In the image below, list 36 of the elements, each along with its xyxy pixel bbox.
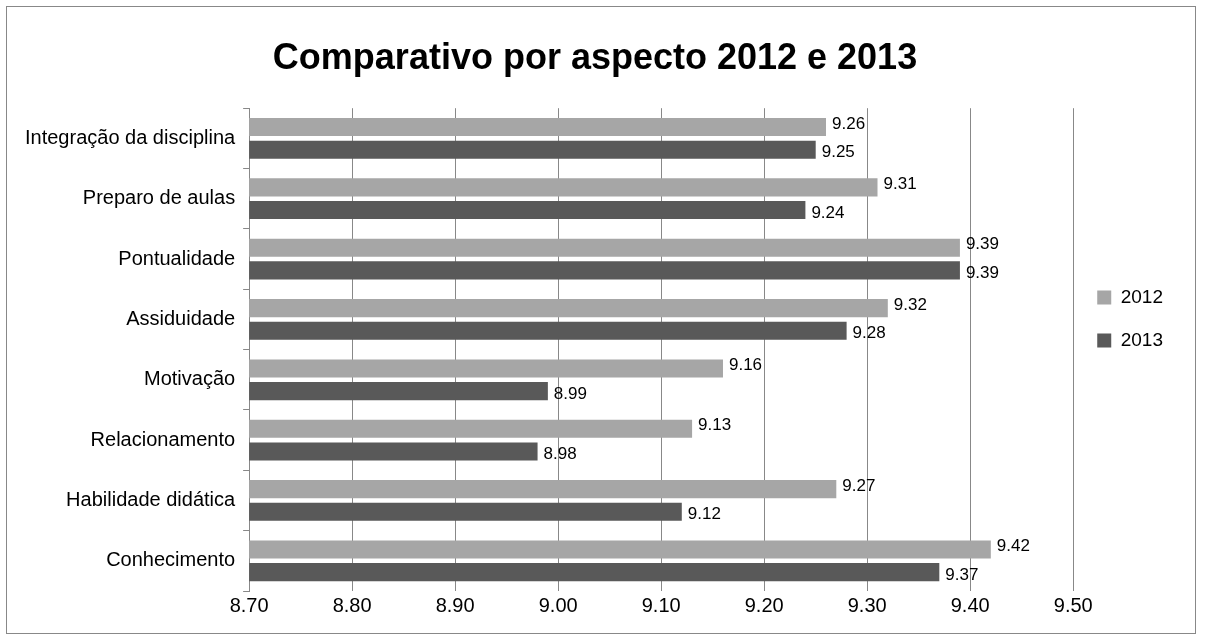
y-tick-label: Preparo de aulas <box>82 186 236 209</box>
data-label: 9.16 <box>728 355 763 375</box>
y-tick-label: Integração da disciplina <box>25 125 237 148</box>
y-tick-label: Pontualidade <box>118 246 236 269</box>
data-label: 9.31 <box>883 174 917 194</box>
x-tick-label: 9.50 <box>1053 593 1093 616</box>
data-label: 9.12 <box>687 504 721 524</box>
data-label: 9.42 <box>996 536 1030 556</box>
data-label: 8.98 <box>543 444 577 464</box>
legend-label: 2013 <box>1120 328 1164 350</box>
y-tick-label: Conhecimento <box>106 548 236 571</box>
data-label: 8.99 <box>553 383 587 403</box>
legend-label: 2012 <box>1120 285 1164 307</box>
data-label: 9.25 <box>821 142 855 162</box>
data-label: 9.37 <box>945 564 979 584</box>
x-tick-label: 9.40 <box>950 593 990 616</box>
data-label: 9.32 <box>893 294 927 314</box>
data-label: 9.27 <box>842 475 876 495</box>
x-tick-label: 9.20 <box>744 593 784 616</box>
y-tick-label: Motivação <box>143 367 236 390</box>
data-label: 9.24 <box>811 202 845 222</box>
y-tick-label: Assiduidade <box>126 306 236 329</box>
data-label: 9.39 <box>965 263 1000 283</box>
data-label: 9.39 <box>965 234 1000 254</box>
y-tick-label: Habilidade didática <box>66 487 236 510</box>
x-tick-label: 8.90 <box>435 593 475 616</box>
x-tick-label: 9.10 <box>641 593 681 616</box>
data-label: 9.28 <box>852 323 886 343</box>
data-label: 9.26 <box>832 113 866 133</box>
x-tick-label: 8.70 <box>229 593 269 616</box>
chart-title: Comparativo por aspecto 2012 e 2013 <box>272 35 918 77</box>
x-tick-label: 9.00 <box>538 593 578 616</box>
data-label: 9.13 <box>698 415 732 435</box>
y-tick-label: Relacionamento <box>90 427 236 450</box>
x-tick-label: 9.30 <box>847 593 887 616</box>
x-tick-label: 8.80 <box>332 593 372 616</box>
